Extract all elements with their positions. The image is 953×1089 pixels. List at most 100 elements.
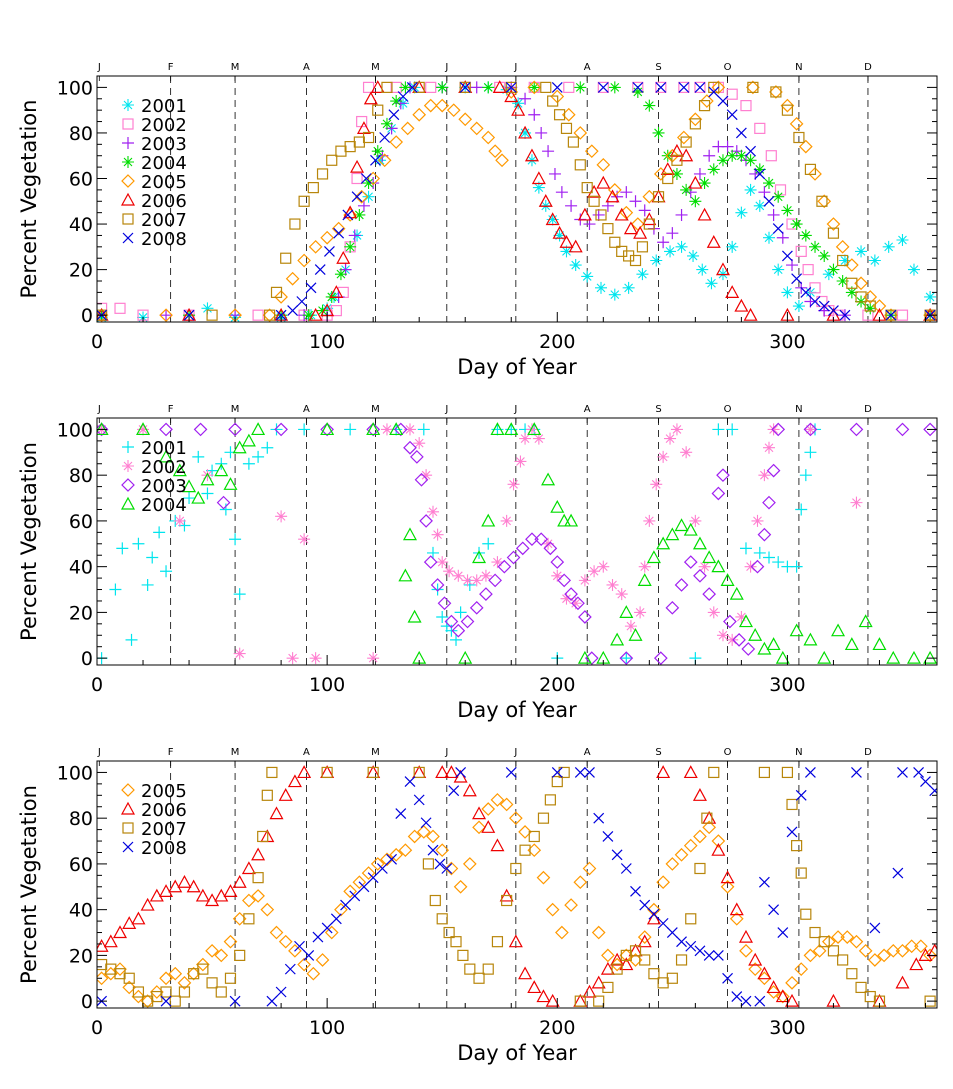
data-point-2008 [602,831,614,842]
y-tick-label: 80 [69,465,93,487]
legend-marker-2006 [120,801,136,815]
data-point-2006 [748,952,763,966]
data-point-2008 [330,913,342,925]
legend-label: 2008 [141,838,187,859]
data-point-2006 [720,870,735,884]
data-point-2001 [581,270,594,283]
data-point-2003 [393,422,408,437]
legend-marker-2002 [122,460,134,472]
data-point-2005 [647,902,661,917]
data-point-2007 [501,894,513,907]
data-point-2001 [519,126,532,139]
data-point-2008 [722,972,733,984]
data-point-2005 [677,130,691,145]
data-point-2008 [376,863,388,874]
legend-label: 2002 [141,457,187,478]
data-point-2001 [896,234,909,246]
data-point-2007 [443,926,455,939]
data-point-2002 [774,184,787,196]
data-point-2007 [791,840,803,852]
data-point-2006 [692,788,707,801]
data-point-2006 [552,225,567,239]
data-point-2007 [558,766,570,779]
data-point-2005 [122,980,137,995]
data-point-2004 [775,650,790,664]
legend-label: 2005 [141,781,187,802]
month-label: D [864,747,872,758]
data-point-2004 [766,637,781,651]
data-point-2007 [595,209,607,221]
data-point-2008 [321,922,333,934]
data-point-2001 [532,181,545,194]
data-point-2007 [123,972,135,984]
month-label: A [584,747,591,758]
data-point-2002 [443,565,456,578]
data-point-2002 [436,556,449,569]
data-point-2005 [423,98,438,113]
data-point-2006 [683,765,698,779]
data-point-2002 [735,610,748,623]
data-point-2006 [232,874,247,888]
data-point-2002 [751,514,764,527]
data-point-2007 [429,894,441,907]
data-point-2004 [809,240,822,253]
data-point-2002 [233,647,246,660]
month-label: A [584,404,591,415]
data-point-2002 [420,469,433,482]
legend-label: 2003 [141,476,187,497]
data-point-2004 [646,550,661,564]
data-point-2001 [242,457,255,470]
data-point-2001 [744,183,757,196]
data-point-2001 [450,633,463,646]
data-point-2002 [542,537,555,550]
data-point-2003 [528,108,541,121]
legend-marker-2008 [122,841,134,853]
data-point-2004 [790,218,803,231]
data-point-2008 [805,767,816,778]
data-point-2001 [233,588,246,601]
data-point-2007 [846,968,858,980]
month-label: N [795,404,802,415]
data-point-2005 [826,217,841,231]
data-point-2001 [201,302,214,315]
data-points [97,80,937,322]
data-point-2007 [652,191,665,203]
data-point-2007 [593,995,605,1007]
x-axis-label: Day of Year [457,355,577,379]
data-point-2008 [655,81,667,93]
data-point-2002 [765,150,777,162]
data-point-2003 [703,149,716,162]
data-point-2005 [444,861,459,876]
data-point-2005 [315,953,330,967]
data-point-2004 [436,81,449,94]
data-point-2004 [362,177,375,190]
data-point-2005 [775,989,790,1004]
data-point-2002 [275,510,288,523]
data-point-2005 [260,902,275,917]
x-tick-label: 100 [309,1017,345,1039]
data-point-2004 [827,263,840,276]
data-point-2005 [416,825,431,839]
data-point-2002 [298,533,311,546]
data-point-2008 [758,876,770,888]
data-point-2003 [97,422,109,437]
data-point-2004 [214,463,229,477]
data-point-2004 [481,513,496,527]
data-point-2005 [426,829,440,844]
data-point-2006 [336,250,351,264]
plot-frame [96,75,938,323]
data-point-2007 [491,936,504,948]
data-point-2005 [536,870,551,885]
data-point-2006 [103,934,118,948]
data-point-2003 [470,81,483,94]
data-point-2006 [743,307,758,321]
data-point-2006 [538,194,553,207]
data-point-2002 [519,432,532,445]
data-point-2004 [818,249,831,262]
data-point-2001 [252,450,265,463]
month-label: J [513,747,517,758]
data-point-2006 [363,91,378,105]
data-point-2004 [528,81,541,94]
data-point-2003 [592,208,605,221]
data-point-2004 [726,149,739,162]
